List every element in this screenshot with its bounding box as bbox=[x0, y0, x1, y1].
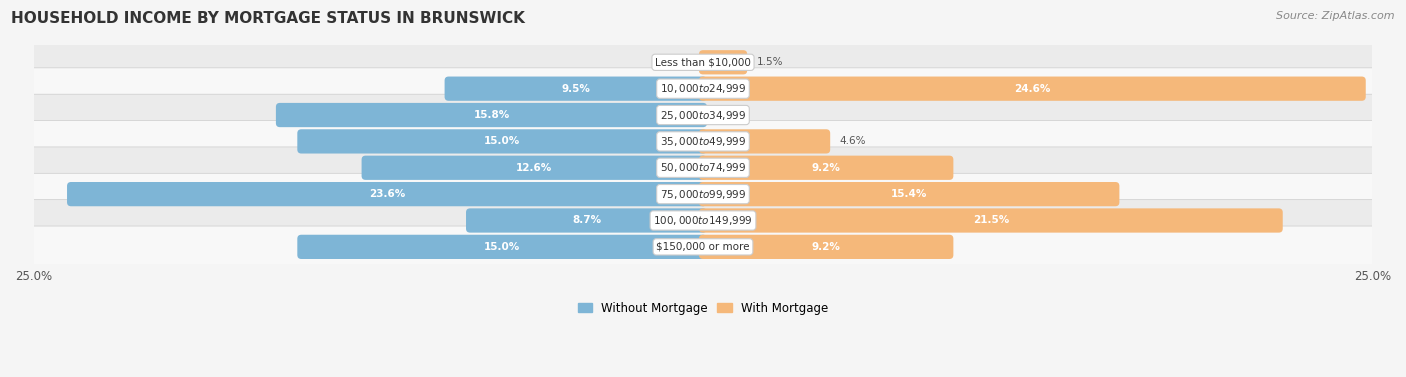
Text: 1.5%: 1.5% bbox=[756, 57, 783, 67]
FancyBboxPatch shape bbox=[699, 50, 747, 74]
FancyBboxPatch shape bbox=[699, 77, 1365, 101]
FancyBboxPatch shape bbox=[22, 147, 1384, 188]
Legend: Without Mortgage, With Mortgage: Without Mortgage, With Mortgage bbox=[574, 297, 832, 319]
FancyBboxPatch shape bbox=[22, 94, 1384, 136]
Text: $35,000 to $49,999: $35,000 to $49,999 bbox=[659, 135, 747, 148]
Text: 15.0%: 15.0% bbox=[484, 136, 520, 146]
Text: 0.0%: 0.0% bbox=[714, 110, 740, 120]
Text: 9.5%: 9.5% bbox=[561, 84, 591, 93]
Text: 15.8%: 15.8% bbox=[474, 110, 509, 120]
Text: 9.2%: 9.2% bbox=[811, 163, 841, 173]
FancyBboxPatch shape bbox=[297, 129, 707, 153]
FancyBboxPatch shape bbox=[67, 182, 707, 206]
Text: Source: ZipAtlas.com: Source: ZipAtlas.com bbox=[1277, 11, 1395, 21]
Text: $10,000 to $24,999: $10,000 to $24,999 bbox=[659, 82, 747, 95]
FancyBboxPatch shape bbox=[22, 173, 1384, 215]
FancyBboxPatch shape bbox=[22, 200, 1384, 241]
Text: 15.0%: 15.0% bbox=[484, 242, 520, 252]
FancyBboxPatch shape bbox=[699, 208, 1282, 233]
Text: 9.2%: 9.2% bbox=[811, 242, 841, 252]
Text: $50,000 to $74,999: $50,000 to $74,999 bbox=[659, 161, 747, 174]
Text: 12.6%: 12.6% bbox=[516, 163, 553, 173]
Text: $25,000 to $34,999: $25,000 to $34,999 bbox=[659, 109, 747, 121]
Text: 0.0%: 0.0% bbox=[666, 57, 692, 67]
FancyBboxPatch shape bbox=[22, 121, 1384, 162]
FancyBboxPatch shape bbox=[297, 235, 707, 259]
FancyBboxPatch shape bbox=[22, 41, 1384, 83]
Text: $75,000 to $99,999: $75,000 to $99,999 bbox=[659, 188, 747, 201]
Text: Less than $10,000: Less than $10,000 bbox=[655, 57, 751, 67]
FancyBboxPatch shape bbox=[22, 226, 1384, 268]
Text: 21.5%: 21.5% bbox=[973, 216, 1010, 225]
Text: 8.7%: 8.7% bbox=[572, 216, 602, 225]
Text: 24.6%: 24.6% bbox=[1014, 84, 1050, 93]
FancyBboxPatch shape bbox=[22, 68, 1384, 109]
Text: $150,000 or more: $150,000 or more bbox=[657, 242, 749, 252]
Text: 15.4%: 15.4% bbox=[891, 189, 928, 199]
FancyBboxPatch shape bbox=[699, 235, 953, 259]
Text: $100,000 to $149,999: $100,000 to $149,999 bbox=[654, 214, 752, 227]
FancyBboxPatch shape bbox=[699, 129, 830, 153]
FancyBboxPatch shape bbox=[444, 77, 707, 101]
Text: 4.6%: 4.6% bbox=[839, 136, 866, 146]
FancyBboxPatch shape bbox=[699, 182, 1119, 206]
Text: HOUSEHOLD INCOME BY MORTGAGE STATUS IN BRUNSWICK: HOUSEHOLD INCOME BY MORTGAGE STATUS IN B… bbox=[11, 11, 524, 26]
FancyBboxPatch shape bbox=[361, 156, 707, 180]
Text: 23.6%: 23.6% bbox=[368, 189, 405, 199]
FancyBboxPatch shape bbox=[699, 156, 953, 180]
FancyBboxPatch shape bbox=[276, 103, 707, 127]
FancyBboxPatch shape bbox=[465, 208, 707, 233]
